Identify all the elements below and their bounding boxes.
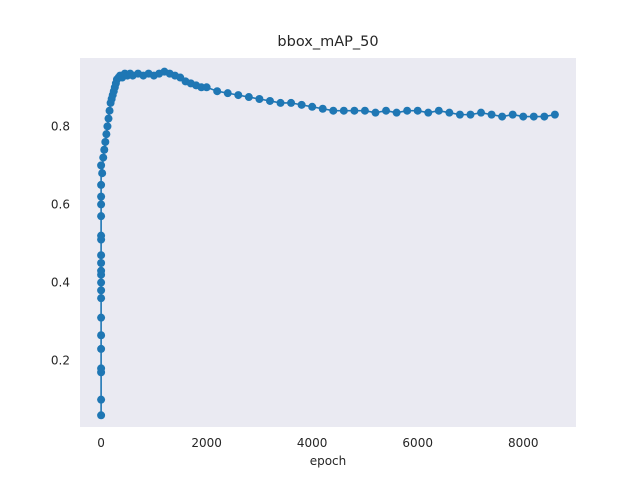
data-point (413, 106, 422, 115)
data-point (97, 395, 106, 404)
data-point (97, 192, 106, 201)
data-point (97, 231, 106, 240)
data-point (100, 145, 109, 154)
plot-area (80, 58, 576, 427)
data-point (487, 110, 496, 119)
data-point (318, 104, 327, 113)
data-point (104, 114, 113, 123)
data-point (97, 212, 106, 221)
data-point (339, 106, 348, 115)
data-point (498, 112, 507, 121)
x-tick-label: 2000 (191, 436, 222, 450)
data-point (102, 130, 111, 139)
x-tick-label: 0 (97, 436, 105, 450)
data-point (105, 106, 114, 115)
data-point (297, 100, 306, 109)
y-tick-label: 0.4 (51, 276, 70, 290)
data-point (223, 89, 232, 98)
x-axis-label: epoch (309, 454, 347, 468)
data-point (403, 106, 412, 115)
data-point (434, 106, 443, 115)
data-point (97, 161, 106, 170)
data-point (97, 259, 106, 267)
data-point (97, 251, 106, 260)
y-axis-ticks: 0.2 0.4 0.6 0.8 (51, 119, 70, 367)
data-point (392, 108, 401, 117)
data-point (276, 98, 285, 107)
data-point (519, 112, 528, 121)
data-point (103, 122, 112, 131)
x-tick-label: 8000 (508, 436, 539, 450)
data-point (98, 169, 107, 178)
data-point (424, 108, 433, 117)
data-point (97, 364, 106, 373)
data-point (308, 102, 317, 111)
data-point (350, 106, 359, 115)
data-point (255, 95, 264, 103)
chart-title: bbox_mAP_50 (277, 34, 379, 50)
data-point (97, 180, 106, 189)
data-point (234, 91, 243, 100)
data-point (97, 286, 106, 295)
y-tick-label: 0.6 (51, 197, 70, 211)
y-tick-label: 0.8 (51, 119, 70, 133)
data-point (265, 96, 274, 105)
data-point (99, 153, 108, 162)
series-layer (97, 67, 559, 420)
data-point (466, 110, 475, 119)
data-point (213, 87, 222, 96)
data-point (97, 278, 106, 287)
data-point (97, 331, 106, 340)
data-point (101, 137, 110, 146)
x-tick-label: 6000 (402, 436, 433, 450)
data-point (360, 106, 369, 115)
data-point (97, 266, 106, 275)
data-point (287, 98, 296, 107)
data-point (371, 108, 380, 117)
x-tick-label: 4000 (297, 436, 328, 450)
data-point (455, 110, 464, 119)
data-point (529, 112, 538, 121)
data-point (508, 110, 517, 119)
data-point (97, 344, 106, 353)
x-axis-ticks: 0 2000 4000 6000 8000 (97, 436, 538, 450)
y-tick-label: 0.2 (51, 354, 70, 368)
data-point (97, 200, 106, 209)
data-point (382, 106, 391, 115)
data-point (445, 108, 454, 117)
data-point (244, 93, 253, 102)
data-point (97, 411, 106, 420)
data-point (540, 112, 549, 121)
data-point (97, 313, 106, 322)
data-point (550, 110, 559, 119)
data-point (202, 83, 211, 92)
data-point (97, 294, 106, 303)
data-point (329, 106, 338, 115)
data-point (477, 108, 486, 117)
